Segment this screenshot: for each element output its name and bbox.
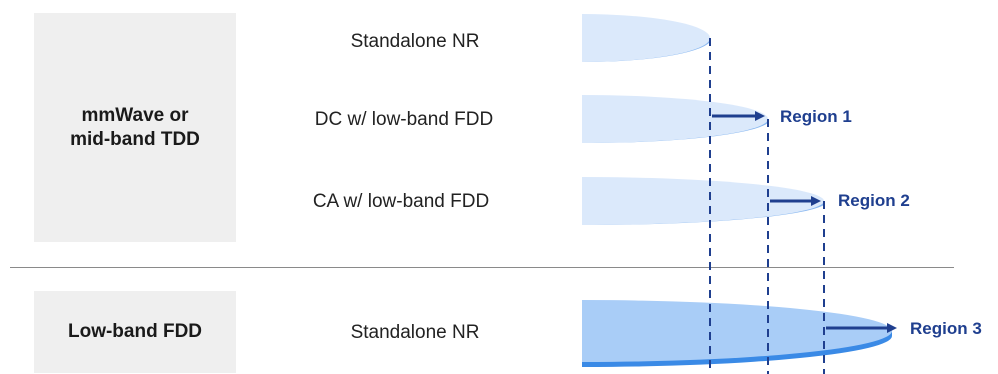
region-2-label: Region 2 bbox=[838, 191, 910, 210]
region-3-label: Region 3 bbox=[910, 319, 982, 338]
row-label-dc-low-band-fdd: DC w/ low-band FDD bbox=[314, 109, 494, 130]
coverage-disc-standalone-nr-fdd bbox=[582, 300, 892, 367]
group-label-tdd: mmWave or mid-band TDD bbox=[70, 104, 200, 150]
coverage-disc-standalone-nr-tdd bbox=[582, 14, 710, 63]
region-1-label: Region 1 bbox=[780, 107, 852, 126]
group-label-fdd: Low-band FDD bbox=[67, 321, 203, 342]
row-label-standalone-nr-fdd: Standalone NR bbox=[350, 322, 480, 343]
row-label-ca-low-band-fdd: CA w/ low-band FDD bbox=[312, 191, 490, 212]
group-divider bbox=[10, 267, 954, 268]
group-box-tdd: mmWave or mid-band TDD bbox=[34, 13, 236, 242]
group-box-fdd: Low-band FDD bbox=[34, 291, 236, 373]
row-label-standalone-nr-tdd: Standalone NR bbox=[350, 31, 480, 52]
coverage-disc-ca bbox=[582, 177, 824, 226]
coverage-disc-dc bbox=[582, 95, 768, 144]
